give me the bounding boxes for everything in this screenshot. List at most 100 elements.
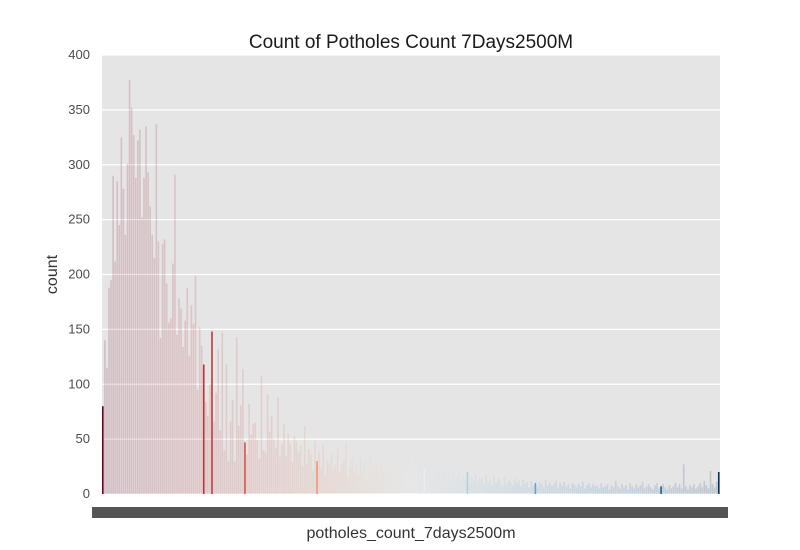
bar — [576, 487, 578, 494]
bar — [664, 487, 666, 494]
bar — [143, 178, 145, 494]
bar — [504, 478, 506, 494]
bar — [458, 473, 460, 494]
bar — [281, 445, 283, 494]
bar — [149, 206, 151, 494]
bar — [487, 482, 489, 494]
bar — [524, 484, 526, 494]
bar — [123, 189, 125, 494]
bar — [485, 475, 487, 494]
bar — [419, 472, 421, 494]
bar — [654, 485, 656, 494]
bar — [471, 476, 473, 494]
bar — [704, 481, 706, 494]
bar — [104, 340, 106, 494]
bar — [510, 482, 512, 494]
bar — [530, 481, 532, 494]
bar — [603, 487, 605, 494]
bar — [716, 482, 718, 494]
bar — [368, 468, 370, 494]
bar — [362, 470, 364, 494]
bar — [287, 434, 289, 494]
bar — [460, 482, 462, 494]
x-tick-labels-band — [92, 507, 728, 518]
bar — [539, 482, 541, 494]
y-tick-label: 0 — [83, 486, 90, 501]
bar — [116, 181, 118, 494]
bar — [207, 416, 209, 494]
bar — [102, 406, 104, 494]
bar — [483, 484, 485, 494]
bar — [706, 485, 708, 494]
bar — [407, 463, 409, 494]
bar — [254, 423, 256, 494]
bar — [324, 475, 326, 494]
bar — [566, 486, 568, 494]
bar — [516, 483, 518, 494]
bar — [257, 440, 259, 494]
bar — [308, 449, 310, 494]
bar — [631, 486, 633, 494]
bar — [108, 288, 110, 494]
bar — [588, 483, 590, 494]
bar — [141, 217, 143, 494]
bar — [302, 467, 304, 494]
bar — [331, 454, 333, 494]
bar — [213, 422, 215, 494]
bar — [537, 486, 539, 494]
bar — [633, 489, 635, 494]
bar — [186, 288, 188, 494]
bar — [473, 481, 475, 494]
bar — [625, 485, 627, 494]
bar — [479, 478, 481, 494]
x-tick-marks — [92, 507, 728, 518]
bar — [147, 172, 149, 494]
bar — [594, 486, 596, 494]
bar — [240, 405, 242, 494]
bar — [586, 485, 588, 494]
bar — [563, 482, 565, 494]
bar — [543, 487, 545, 494]
bar — [392, 456, 394, 494]
bar — [681, 489, 683, 494]
bar — [434, 480, 436, 494]
bar — [384, 463, 386, 494]
bar — [425, 482, 427, 494]
bar — [658, 489, 660, 494]
bar — [386, 475, 388, 494]
bar — [168, 323, 170, 494]
y-tick-label: 250 — [68, 212, 90, 227]
bar — [526, 482, 528, 494]
bar — [512, 485, 514, 494]
bar — [677, 487, 679, 494]
bar — [444, 472, 446, 494]
bar — [423, 469, 425, 494]
y-tick-label: 100 — [68, 376, 90, 391]
bar — [489, 480, 491, 494]
bar — [191, 305, 193, 494]
bar — [646, 486, 648, 494]
bar — [417, 479, 419, 494]
bar — [166, 283, 168, 494]
bar — [403, 470, 405, 494]
bar — [673, 486, 675, 494]
bar — [502, 486, 504, 494]
bar — [498, 479, 500, 494]
bar — [133, 135, 135, 494]
bar — [463, 475, 465, 494]
bar — [605, 486, 607, 494]
bar — [320, 468, 322, 494]
bar — [697, 486, 699, 494]
bar — [112, 176, 114, 494]
bar — [238, 426, 240, 494]
bar — [640, 485, 642, 494]
bar — [360, 459, 362, 494]
bar — [699, 483, 701, 494]
bar — [541, 484, 543, 494]
bar — [318, 451, 320, 494]
bar — [203, 365, 205, 495]
bar — [619, 489, 621, 494]
bar — [145, 126, 147, 494]
bar — [551, 486, 553, 494]
bar — [215, 393, 217, 494]
